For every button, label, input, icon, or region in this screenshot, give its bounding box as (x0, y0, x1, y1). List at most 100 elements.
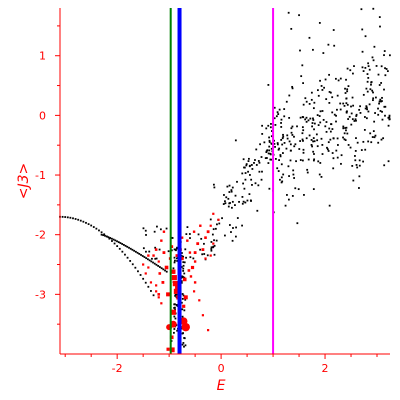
black-point (317, 94, 320, 97)
black-point (226, 185, 229, 188)
black-point (343, 132, 346, 135)
black-point (227, 205, 230, 208)
black-point (335, 120, 337, 123)
black-point (367, 110, 370, 113)
black-point (313, 122, 316, 125)
black-point (291, 125, 294, 128)
black-point (331, 96, 334, 99)
black-point (138, 252, 141, 255)
red-point (160, 302, 163, 305)
black-point (363, 128, 366, 131)
black-point (355, 115, 358, 117)
black-point (249, 164, 251, 167)
black-point (350, 105, 352, 108)
black-point (345, 126, 348, 129)
black-point (254, 159, 256, 161)
black-point (348, 115, 351, 118)
black-point (347, 85, 350, 88)
black-point (308, 134, 311, 137)
red-point (147, 266, 150, 269)
black-point (174, 248, 177, 251)
black-point (340, 162, 342, 165)
black-point (241, 172, 244, 175)
black-point (378, 16, 381, 18)
black-point (321, 110, 324, 112)
black-point (245, 164, 248, 167)
black-point (375, 96, 377, 99)
black-point (234, 235, 237, 238)
black-point (173, 315, 176, 318)
black-point (189, 256, 192, 259)
black-point (289, 149, 292, 152)
black-point (298, 148, 301, 150)
black-point (287, 165, 290, 168)
black-point (381, 110, 383, 113)
black-point (175, 257, 178, 260)
black-point (236, 217, 239, 219)
black-point (365, 105, 368, 108)
y-axis-label: <J3> (16, 163, 32, 200)
black-point (77, 218, 80, 221)
black-point (250, 178, 253, 181)
black-point (320, 175, 323, 178)
black-point (245, 163, 248, 165)
black-point (231, 186, 234, 189)
black-point (265, 150, 268, 153)
black-point (140, 254, 142, 256)
black-point (375, 65, 378, 67)
black-point (349, 146, 352, 149)
red-point (182, 304, 186, 308)
black-point (251, 183, 253, 186)
black-point (142, 227, 145, 230)
black-point (312, 119, 315, 121)
red-point (169, 347, 175, 353)
black-point (281, 137, 284, 140)
black-point (322, 52, 325, 54)
black-point (152, 294, 155, 297)
black-point (124, 244, 127, 247)
black-point (302, 139, 304, 142)
black-point (228, 191, 231, 193)
black-point (282, 152, 284, 154)
black-point (234, 139, 237, 142)
red-point (199, 224, 202, 227)
black-point (384, 67, 386, 70)
red-point (186, 239, 189, 242)
black-point (227, 197, 230, 200)
red-point (172, 281, 178, 287)
black-point (268, 136, 270, 139)
black-point (104, 234, 106, 237)
red-point (157, 260, 160, 263)
black-point (111, 240, 113, 242)
black-point (90, 224, 93, 227)
black-point (158, 248, 161, 251)
black-point (232, 227, 234, 229)
black-point (280, 118, 283, 121)
black-point (293, 135, 295, 138)
black-point (355, 137, 357, 140)
black-point (361, 66, 364, 69)
red-point (162, 251, 166, 254)
black-point (366, 90, 369, 93)
black-point (382, 137, 385, 140)
black-point (173, 307, 176, 309)
black-point (250, 164, 253, 166)
black-point (176, 304, 178, 306)
y-tick-label: -2 (35, 229, 46, 242)
black-point (213, 239, 215, 242)
red-point (152, 254, 155, 257)
black-point (345, 78, 347, 81)
black-point (335, 149, 338, 152)
black-point (311, 145, 314, 148)
black-point (372, 99, 374, 102)
black-point (183, 309, 186, 312)
black-point (327, 150, 330, 152)
black-point (199, 248, 202, 251)
black-point (354, 150, 357, 152)
black-point (173, 261, 176, 264)
black-point (359, 112, 362, 114)
red-point (196, 242, 200, 246)
black-point (371, 56, 374, 59)
black-point (228, 184, 231, 187)
black-point (157, 265, 160, 267)
